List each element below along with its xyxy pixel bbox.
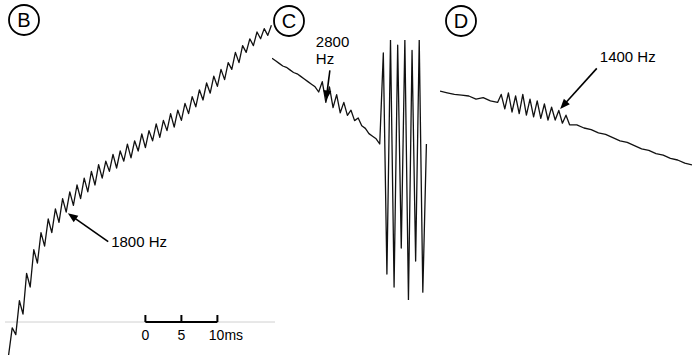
tick: [144, 315, 146, 322]
annotation-line: 2800: [316, 33, 349, 50]
trace-group: [9, 25, 272, 355]
tick-label: 10ms: [209, 327, 243, 343]
tick: [180, 315, 182, 322]
trace: [440, 91, 692, 165]
arrow-head: [68, 213, 78, 222]
letter-circle: [9, 5, 39, 35]
trace-group: [440, 91, 692, 165]
arrow-head: [560, 99, 570, 109]
panel: D 1400 Hz: [440, 6, 692, 165]
annotation-line: Hz: [316, 50, 334, 67]
panel-letter: D: [454, 10, 468, 32]
tick: [216, 315, 218, 322]
annotation-arrow: [560, 68, 597, 109]
annotation: 2800Hz: [316, 33, 349, 67]
x-axis-range: [5, 322, 275, 323]
tick-label: 0: [141, 327, 149, 343]
panel-letter: C: [282, 10, 296, 32]
panel: C 2800Hz: [272, 6, 426, 300]
annotation: 1400 Hz: [600, 48, 656, 65]
annotation: 1800 Hz: [111, 233, 167, 250]
figure: 0 5 10ms B 1800 Hz C 2800Hz D 1400 Hz: [0, 0, 698, 358]
tick-label: 5: [177, 327, 185, 343]
letter-circle: [446, 6, 476, 36]
panel: 0 5 10ms B 1800 Hz: [5, 5, 275, 355]
panel-letter: B: [17, 9, 30, 31]
arrow-shaft: [565, 68, 597, 103]
letter-circle: [274, 6, 304, 36]
arrow-shaft: [327, 70, 330, 93]
trace-group: [272, 40, 426, 300]
trace: [9, 25, 272, 355]
trace: [272, 40, 426, 300]
annotation-arrow: [323, 70, 331, 100]
annotation-arrow: [68, 213, 108, 241]
arrow-shaft: [74, 217, 109, 241]
arrow-head: [323, 90, 331, 100]
